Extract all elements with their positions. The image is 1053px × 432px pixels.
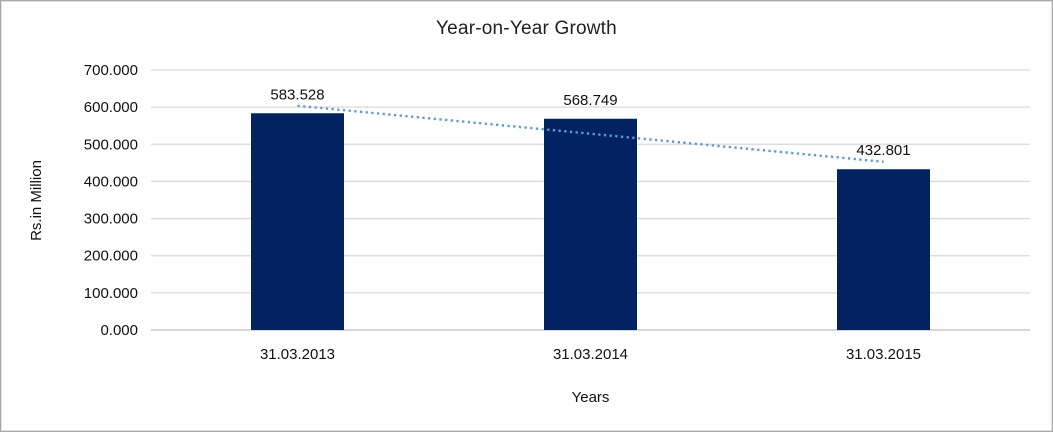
y-tick-label: 400.000 (84, 173, 138, 190)
x-category-label: 31.03.2014 (553, 346, 628, 363)
trendline (297, 104, 884, 163)
bar (544, 118, 637, 331)
y-tick-label: 700.000 (84, 62, 138, 79)
y-tick-label: 300.000 (84, 211, 138, 228)
bar (837, 169, 930, 330)
chart-title: Year-on-Year Growth (436, 18, 617, 39)
bar-data-label: 432.801 (856, 142, 910, 159)
bar-data-label: 568.749 (563, 92, 617, 109)
x-axis-title: Years (571, 389, 610, 406)
x-category-label: 31.03.2015 (846, 346, 921, 363)
y-tick-label: 0.000 (100, 322, 138, 339)
x-category-label: 31.03.2013 (260, 346, 335, 363)
bar-data-label: 583.528 (270, 86, 324, 103)
bar (251, 113, 344, 330)
y-tick-label: 600.000 (84, 99, 138, 116)
y-tick-label: 500.000 (84, 136, 138, 153)
y-tick-label: 100.000 (84, 285, 138, 302)
y-tick-label: 200.000 (84, 248, 138, 265)
